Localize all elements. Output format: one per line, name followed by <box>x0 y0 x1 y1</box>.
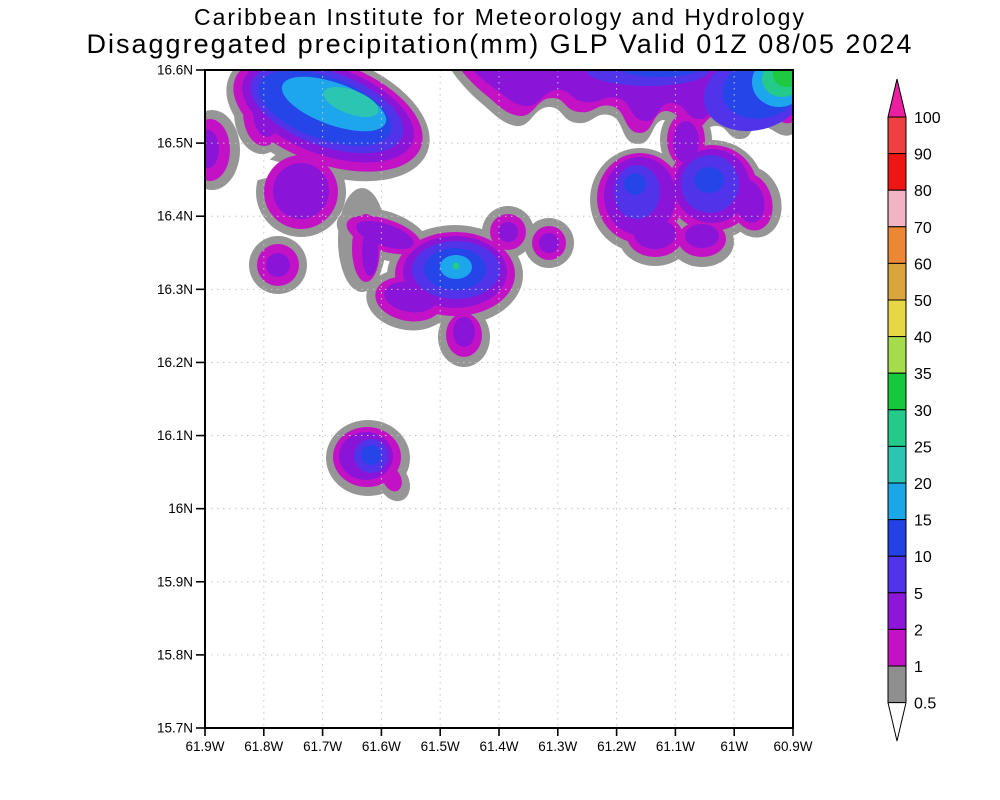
colorbar-cell <box>887 153 907 191</box>
y-tick-label: 15.8N <box>157 647 193 662</box>
y-tick-label: 16.3N <box>157 282 193 297</box>
colorbar-cell <box>887 628 907 667</box>
y-tick-label: 15.9N <box>157 574 193 589</box>
product-title: Disaggregated precipitation(mm) GLP Vali… <box>86 29 914 59</box>
colorbar-cell <box>887 482 907 521</box>
colorbar-cell <box>887 116 907 155</box>
colorbar-label: 40 <box>914 330 932 347</box>
colorbar-cell <box>887 519 907 557</box>
colorbar-cell <box>887 592 907 630</box>
colorbar-label: 0.5 <box>914 696 936 713</box>
colorbar-label: 100 <box>914 110 941 127</box>
colorbar-cell <box>887 445 907 484</box>
colorbar-over-arrow <box>887 78 907 118</box>
axis-ticks <box>196 69 794 736</box>
x-tick-label: 61.8W <box>244 739 283 754</box>
x-tick-label: 61.4W <box>479 739 518 754</box>
colorbar-cell <box>887 299 907 338</box>
gridlines <box>205 70 793 728</box>
y-tick-label: 16.2N <box>157 355 193 370</box>
colorbar-label: 90 <box>914 147 932 164</box>
x-tick-label: 61.1W <box>656 739 695 754</box>
colorbar-label: 60 <box>914 256 932 273</box>
y-tick-label: 16.4N <box>157 209 193 224</box>
contour-level-20 <box>323 86 379 118</box>
y-tick-label: 15.7N <box>157 721 193 736</box>
colorbar-cell <box>887 336 907 374</box>
y-tick-label: 16N <box>168 501 193 516</box>
x-tick-label: 61.5W <box>421 739 460 754</box>
colorbar-label: 2 <box>914 622 923 639</box>
colorbar-under-arrow <box>887 702 907 742</box>
colorbar-label: 30 <box>914 403 932 420</box>
colorbar-label: 20 <box>914 476 932 493</box>
y-tick-label: 16.1N <box>157 428 193 443</box>
institute-title: Caribbean Institute for Meteorology and … <box>194 4 806 30</box>
colorbar-cell <box>887 262 907 301</box>
colorbar: 100 90 80 70 60 50 40 35 30 25 20 15 10 5 2 1 0.5 <box>887 110 941 713</box>
colorbar-label: 10 <box>914 549 932 566</box>
colorbar-label: 50 <box>914 293 932 310</box>
colorbar-cell <box>887 409 907 447</box>
colorbar-cell <box>887 372 907 411</box>
x-tick-label: 61.2W <box>597 739 636 754</box>
y-tick-label: 16.6N <box>157 63 193 78</box>
x-tick-label: 60.9W <box>773 739 812 754</box>
x-tick-label: 61.9W <box>185 739 224 754</box>
x-tick-label: 61W <box>720 739 748 754</box>
x-axis-labels: 61.9W 61.8W 61.7W 61.6W 61.5W 61.4W 61.3W 61.2W… <box>185 739 812 754</box>
contour-layers <box>205 70 793 502</box>
contour-level-30 <box>773 70 793 87</box>
colorbar-label: 25 <box>914 439 932 456</box>
y-tick-label: 16.5N <box>157 136 193 151</box>
colorbar-label: 5 <box>914 586 923 603</box>
colorbar-label: 80 <box>914 183 932 200</box>
colorbar-label: 1 <box>914 659 923 676</box>
colorbar-label: 35 <box>914 366 932 383</box>
colorbar-label: 70 <box>914 220 932 237</box>
colorbar-cell <box>887 665 907 704</box>
colorbar-cell <box>887 555 907 594</box>
x-tick-label: 61.7W <box>303 739 342 754</box>
x-tick-label: 61.6W <box>362 739 401 754</box>
colorbar-cell <box>887 189 907 228</box>
colorbar-cell <box>887 226 907 264</box>
x-tick-label: 61.3W <box>538 739 577 754</box>
y-axis-labels: 16.6N 16.5N 16.4N 16.3N 16.2N 16.1N 16N 15.9N 15… <box>157 63 193 736</box>
colorbar-label: 15 <box>914 513 932 530</box>
